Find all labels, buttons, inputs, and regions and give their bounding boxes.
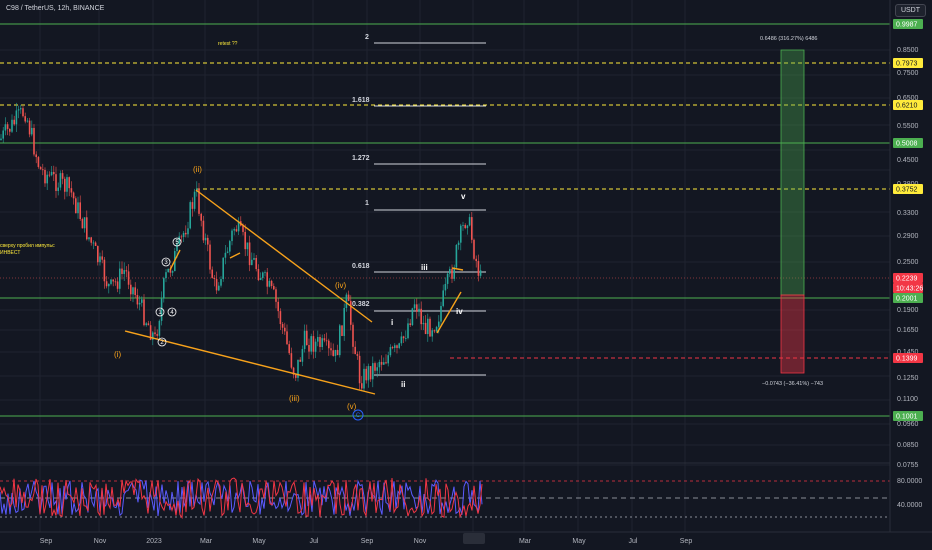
sub-wave-markers: 1 2 3 4 5 C <box>155 237 364 421</box>
price-label: 0.1399 <box>896 356 918 363</box>
chart-title: C98 / TetherUS, 12h, BINANCE <box>6 5 105 12</box>
rsi-tick: 80.0000 <box>897 478 922 485</box>
minor-wave-i: i <box>391 318 393 327</box>
fib-label-0618: 0.618 <box>352 263 370 270</box>
wave-ii-label: (ii) <box>193 165 202 174</box>
price-label: 10:43:26 <box>896 286 923 293</box>
time-tick: Mar <box>200 538 213 545</box>
rsi-signal-line <box>0 479 483 517</box>
trend-lines <box>124 189 464 395</box>
left-note-2: ИНВЕСТ <box>0 250 20 256</box>
price-label-box <box>893 100 923 110</box>
price-label: 0.2239 <box>896 276 918 283</box>
minor-wave-iii: iii <box>421 263 428 272</box>
time-tick: May <box>252 538 266 545</box>
price-label-box <box>893 411 923 421</box>
price-label-box <box>893 184 923 194</box>
target-zone <box>780 49 805 296</box>
price-label: 0.7973 <box>896 61 918 68</box>
key-levels <box>0 23 890 417</box>
price-tick: 0.5500 <box>897 123 919 130</box>
wave-c-label: C <box>356 413 361 419</box>
price-tick: 0.8500 <box>897 47 919 54</box>
price-label-box <box>893 283 923 293</box>
price-tick: 0.1450 <box>897 349 919 356</box>
price-label-box <box>893 58 923 68</box>
price-label: 0.2001 <box>896 296 918 303</box>
price-label: 0.6210 <box>896 103 918 110</box>
time-tick: Mar <box>519 538 532 545</box>
rsi-panel <box>0 462 890 520</box>
price-label-box <box>893 19 923 29</box>
retest-note: retest ?? <box>218 41 238 47</box>
price-tick: 0.7500 <box>897 70 919 77</box>
price-tick: 0.0850 <box>897 442 919 449</box>
minor-wave-v: v <box>461 192 466 201</box>
wave-iv-label: (iv) <box>335 281 346 290</box>
fib-label-2: 2 <box>365 34 369 41</box>
price-tick: 0.1100 <box>897 396 918 403</box>
wave-iii-label: (iii) <box>289 394 300 403</box>
time-tick: Sep <box>361 538 374 545</box>
wave-i-label: (i) <box>114 350 121 359</box>
price-label-box <box>893 353 923 363</box>
price-label-box <box>893 293 923 303</box>
price-tick: 0.6500 <box>897 95 919 102</box>
rsi-line <box>0 477 483 520</box>
stop-zone <box>780 294 805 374</box>
time-tick: Nov <box>414 538 427 545</box>
fib-label-1: 1 <box>365 200 369 207</box>
price-tick: 0.1650 <box>897 327 919 334</box>
left-note-1: сверху пробил импульс <box>0 243 55 249</box>
time-tick: Nov <box>94 538 107 545</box>
time-tick: Jul <box>629 538 638 545</box>
target-label: 0.6486 (316.27%) 6486 <box>760 36 818 42</box>
time-tick: Sep <box>40 538 53 545</box>
fib-label-0382: 0.382 <box>352 301 370 308</box>
time-tick: 2023 <box>146 538 162 545</box>
price-axis[interactable]: 0.85000.75000.65000.55000.45000.38000.33… <box>889 0 923 532</box>
fib-label-1272: 1.272 <box>352 155 370 162</box>
time-axis[interactable]: SepNov2023MarMayJulSepNov2024MarMayJulSe… <box>0 531 932 545</box>
price-tick: 0.4500 <box>897 157 919 164</box>
price-label-box <box>893 273 923 283</box>
price-label-box <box>893 138 923 148</box>
long-position-tool[interactable]: 0.6486 (316.27%) 6486 −0.0743 (−36.41%) … <box>760 36 823 387</box>
price-tick: 0.2500 <box>897 259 919 266</box>
minor-wave-iv: iv <box>456 307 463 316</box>
minor-wave-ii: ii <box>401 380 405 389</box>
price-tick: 0.3300 <box>897 210 919 217</box>
rsi-tick: 40.0000 <box>897 502 922 509</box>
subwave-2: 2 <box>160 340 164 346</box>
fib-extension <box>374 42 486 376</box>
price-tick: 0.2900 <box>897 233 919 240</box>
fib-label-1618: 1.618 <box>352 97 370 104</box>
candlesticks <box>0 102 482 391</box>
time-tick: May <box>572 538 586 545</box>
price-tick: 0.0755 <box>897 462 919 469</box>
time-tick: Jul <box>310 538 319 545</box>
subwave-1: 1 <box>158 310 162 316</box>
price-label: 0.5008 <box>896 141 918 148</box>
price-tick: 0.1900 <box>897 307 919 314</box>
price-tick: 0.0960 <box>897 421 919 428</box>
wave-v-label: (v) <box>347 402 357 411</box>
price-label: 0.1001 <box>896 414 918 421</box>
price-tick: 0.1250 <box>897 375 919 382</box>
time-tick: Sep <box>680 538 693 545</box>
current-time-marker <box>463 533 485 544</box>
currency-button[interactable]: USDT <box>894 4 926 17</box>
price-label: 0.3752 <box>896 187 918 194</box>
subwave-5: 5 <box>175 240 179 246</box>
subwave-3: 3 <box>164 260 168 266</box>
subwave-4: 4 <box>170 310 174 316</box>
price-label: 0.9987 <box>896 22 918 29</box>
stop-label: −0.0743 (−36.41%) −743 <box>762 381 823 387</box>
